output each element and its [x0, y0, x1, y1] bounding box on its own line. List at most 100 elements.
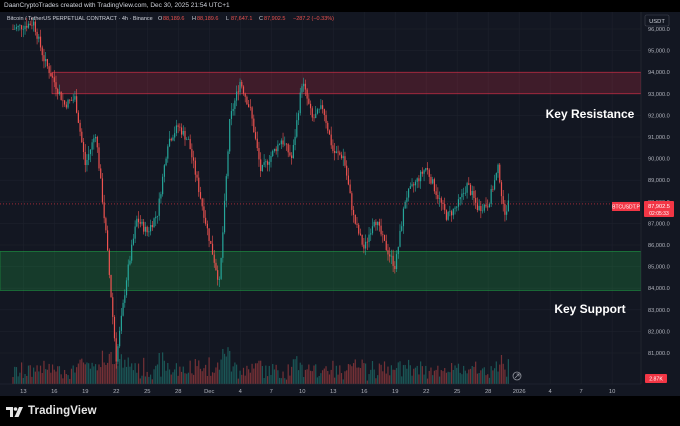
volume-bar [186, 373, 188, 384]
candle-body [156, 215, 159, 217]
candle-body [370, 233, 372, 235]
volume-bar [378, 363, 380, 384]
tradingview-logo[interactable]: TradingView [6, 404, 97, 418]
currency-button[interactable] [644, 14, 670, 27]
volume-bar [323, 368, 325, 384]
volume-bar [179, 366, 181, 384]
volume-bar [27, 365, 30, 384]
candle-body [373, 221, 375, 227]
volume-bar [494, 368, 496, 384]
time-tick: 7 [270, 389, 273, 395]
volume-bar [349, 364, 351, 384]
volume-bar [62, 378, 64, 384]
volume-bar [162, 352, 164, 384]
candle-body [418, 178, 420, 182]
candle-body [480, 205, 482, 211]
volume-bar [174, 369, 176, 384]
candle-body [187, 139, 190, 140]
candle-body [251, 107, 253, 119]
volume-bar [22, 377, 24, 384]
volume-bar [289, 375, 291, 384]
scroll-realtime-icon[interactable] [512, 371, 522, 381]
candle-body [43, 55, 45, 62]
volume-bar [385, 373, 387, 384]
volume-bar [64, 369, 66, 384]
volume-bar [141, 375, 143, 384]
volume-bar [325, 366, 327, 384]
candle-body [36, 31, 38, 39]
candle-body [469, 184, 472, 195]
price-tick: 95,000.0 [648, 49, 670, 55]
candle-body [330, 134, 332, 146]
volume-bar [282, 371, 284, 384]
time-axis[interactable]: 13 16 19 22 25 28 Dec 4 7 10 13 16 19 22 25 28 2026 4 7 10 [20, 389, 615, 395]
candle-body [172, 137, 174, 141]
volume-bar [12, 377, 14, 384]
candle-body [383, 234, 386, 241]
candle-body [45, 59, 47, 62]
volume-bar [254, 363, 257, 384]
candle-body [211, 243, 214, 255]
candle-body [34, 21, 36, 32]
candle-body [70, 100, 73, 101]
volume-bar [432, 375, 434, 384]
symbol-tag: BTCUSDT.P [612, 205, 640, 211]
volume-bar [57, 366, 59, 384]
candle-body [365, 241, 367, 249]
volume-bar [45, 369, 47, 384]
candle-body [258, 148, 260, 160]
candle-body [390, 255, 392, 257]
volume-bar [29, 365, 31, 384]
price-chart[interactable]: Key Resistance Key Support Bitcoin / Tet… [0, 12, 680, 396]
volume-bar [480, 370, 482, 384]
volume-bar [124, 359, 126, 384]
volume-bar [19, 372, 21, 384]
candle-body [272, 150, 274, 157]
volume-bar [370, 369, 372, 384]
candle-body [392, 255, 394, 266]
candle-body [242, 86, 245, 94]
volume-bar [294, 359, 296, 384]
volume-bar [184, 373, 186, 384]
candle-body [425, 167, 427, 171]
volume-bar [194, 359, 196, 384]
volume-bar [311, 371, 313, 384]
candle-body [309, 103, 312, 109]
candle-body [96, 136, 98, 148]
volume-bar [33, 367, 35, 384]
volume-bar [168, 369, 171, 384]
volume-bar [234, 362, 236, 384]
candle-body [223, 200, 226, 233]
time-tick: 4 [549, 389, 553, 395]
candle-body [322, 105, 324, 110]
candle-body [335, 151, 337, 153]
volume-bar [70, 368, 73, 384]
volume-bar [115, 362, 117, 384]
volume-bar [397, 362, 399, 384]
time-tick: 16 [51, 389, 57, 395]
volume-bar [277, 370, 279, 384]
volume-bar [241, 374, 243, 384]
candle-body [502, 196, 504, 205]
volume-bar [150, 374, 152, 384]
time-tick: Dec [204, 389, 214, 395]
candle-body [177, 125, 179, 127]
candle-body [17, 25, 19, 28]
volume-bar [155, 365, 157, 384]
volume-bar [452, 369, 454, 384]
price-tick: 94,000.0 [648, 70, 670, 76]
volume-bar [280, 378, 282, 384]
candle-body [131, 244, 133, 261]
candle-body [402, 208, 405, 227]
candle-body [416, 178, 418, 182]
volume-bar [426, 378, 429, 384]
volume-bar [210, 375, 212, 384]
candle-body [146, 226, 148, 233]
candle-body [100, 168, 102, 179]
candle-body [170, 138, 172, 141]
candle-body [199, 192, 202, 199]
volume-bar [473, 366, 475, 384]
volume-bar [263, 378, 265, 384]
volume-bar [335, 365, 337, 384]
candle-body [421, 171, 423, 174]
